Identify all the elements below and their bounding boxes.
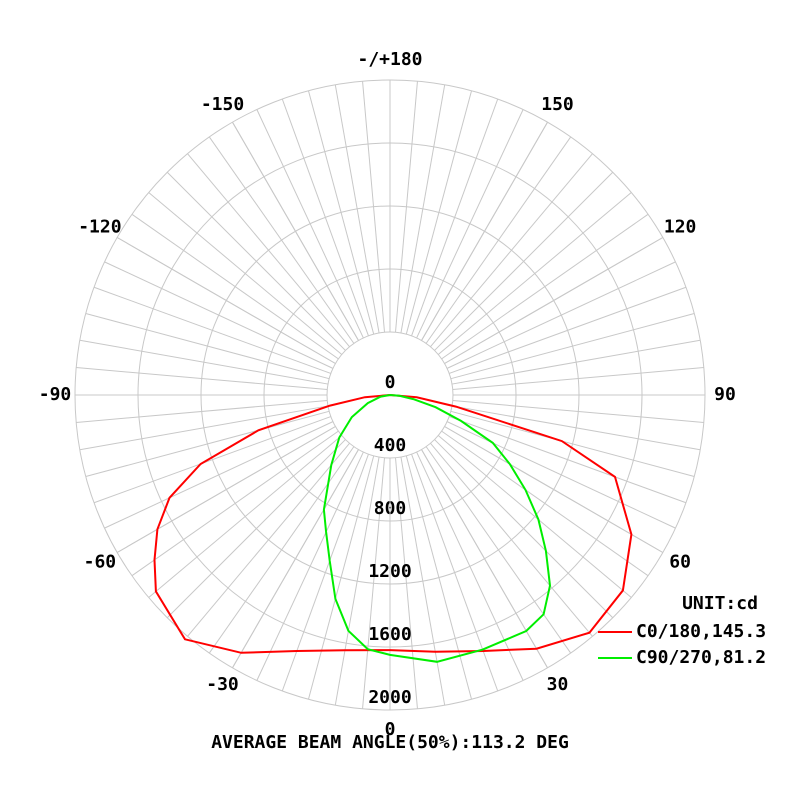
angle-grid-line xyxy=(116,426,336,553)
angle-grid-line xyxy=(232,449,359,669)
angle-tick-label: 60 xyxy=(669,552,691,573)
angle-grid-line xyxy=(116,237,336,364)
chart-title: AVERAGE BEAM ANGLE(50%):113.2 DEG xyxy=(211,732,569,753)
angle-grid-line xyxy=(444,426,664,553)
r-tick-label: 0 xyxy=(385,372,396,393)
angle-grid-line xyxy=(444,237,664,364)
angle-tick-label: 150 xyxy=(541,94,574,115)
angle-tick-label: -90 xyxy=(39,384,72,405)
angle-tick-label: -60 xyxy=(84,552,117,573)
legend-label: C0/180,145.3 xyxy=(636,621,766,642)
angle-tick-label: 30 xyxy=(547,674,569,695)
angle-tick-label: 120 xyxy=(664,217,697,238)
angle-tick-label: -30 xyxy=(206,674,239,695)
angle-tick-label: 0 xyxy=(385,719,396,740)
r-tick-label: 400 xyxy=(374,435,407,456)
angle-tick-label: -120 xyxy=(78,217,121,238)
angle-grid-line xyxy=(232,121,359,341)
angle-tick-label: 90 xyxy=(714,384,736,405)
angle-tick-label: -150 xyxy=(201,94,244,115)
unit-label: UNIT:cd xyxy=(682,593,758,614)
curve xyxy=(153,394,633,654)
angle-grid-line xyxy=(421,449,548,669)
legend-label: C90/270,81.2 xyxy=(636,647,766,668)
angle-tick-label: -/+180 xyxy=(357,49,422,70)
curve xyxy=(322,394,552,663)
angle-grid-line xyxy=(421,121,548,341)
